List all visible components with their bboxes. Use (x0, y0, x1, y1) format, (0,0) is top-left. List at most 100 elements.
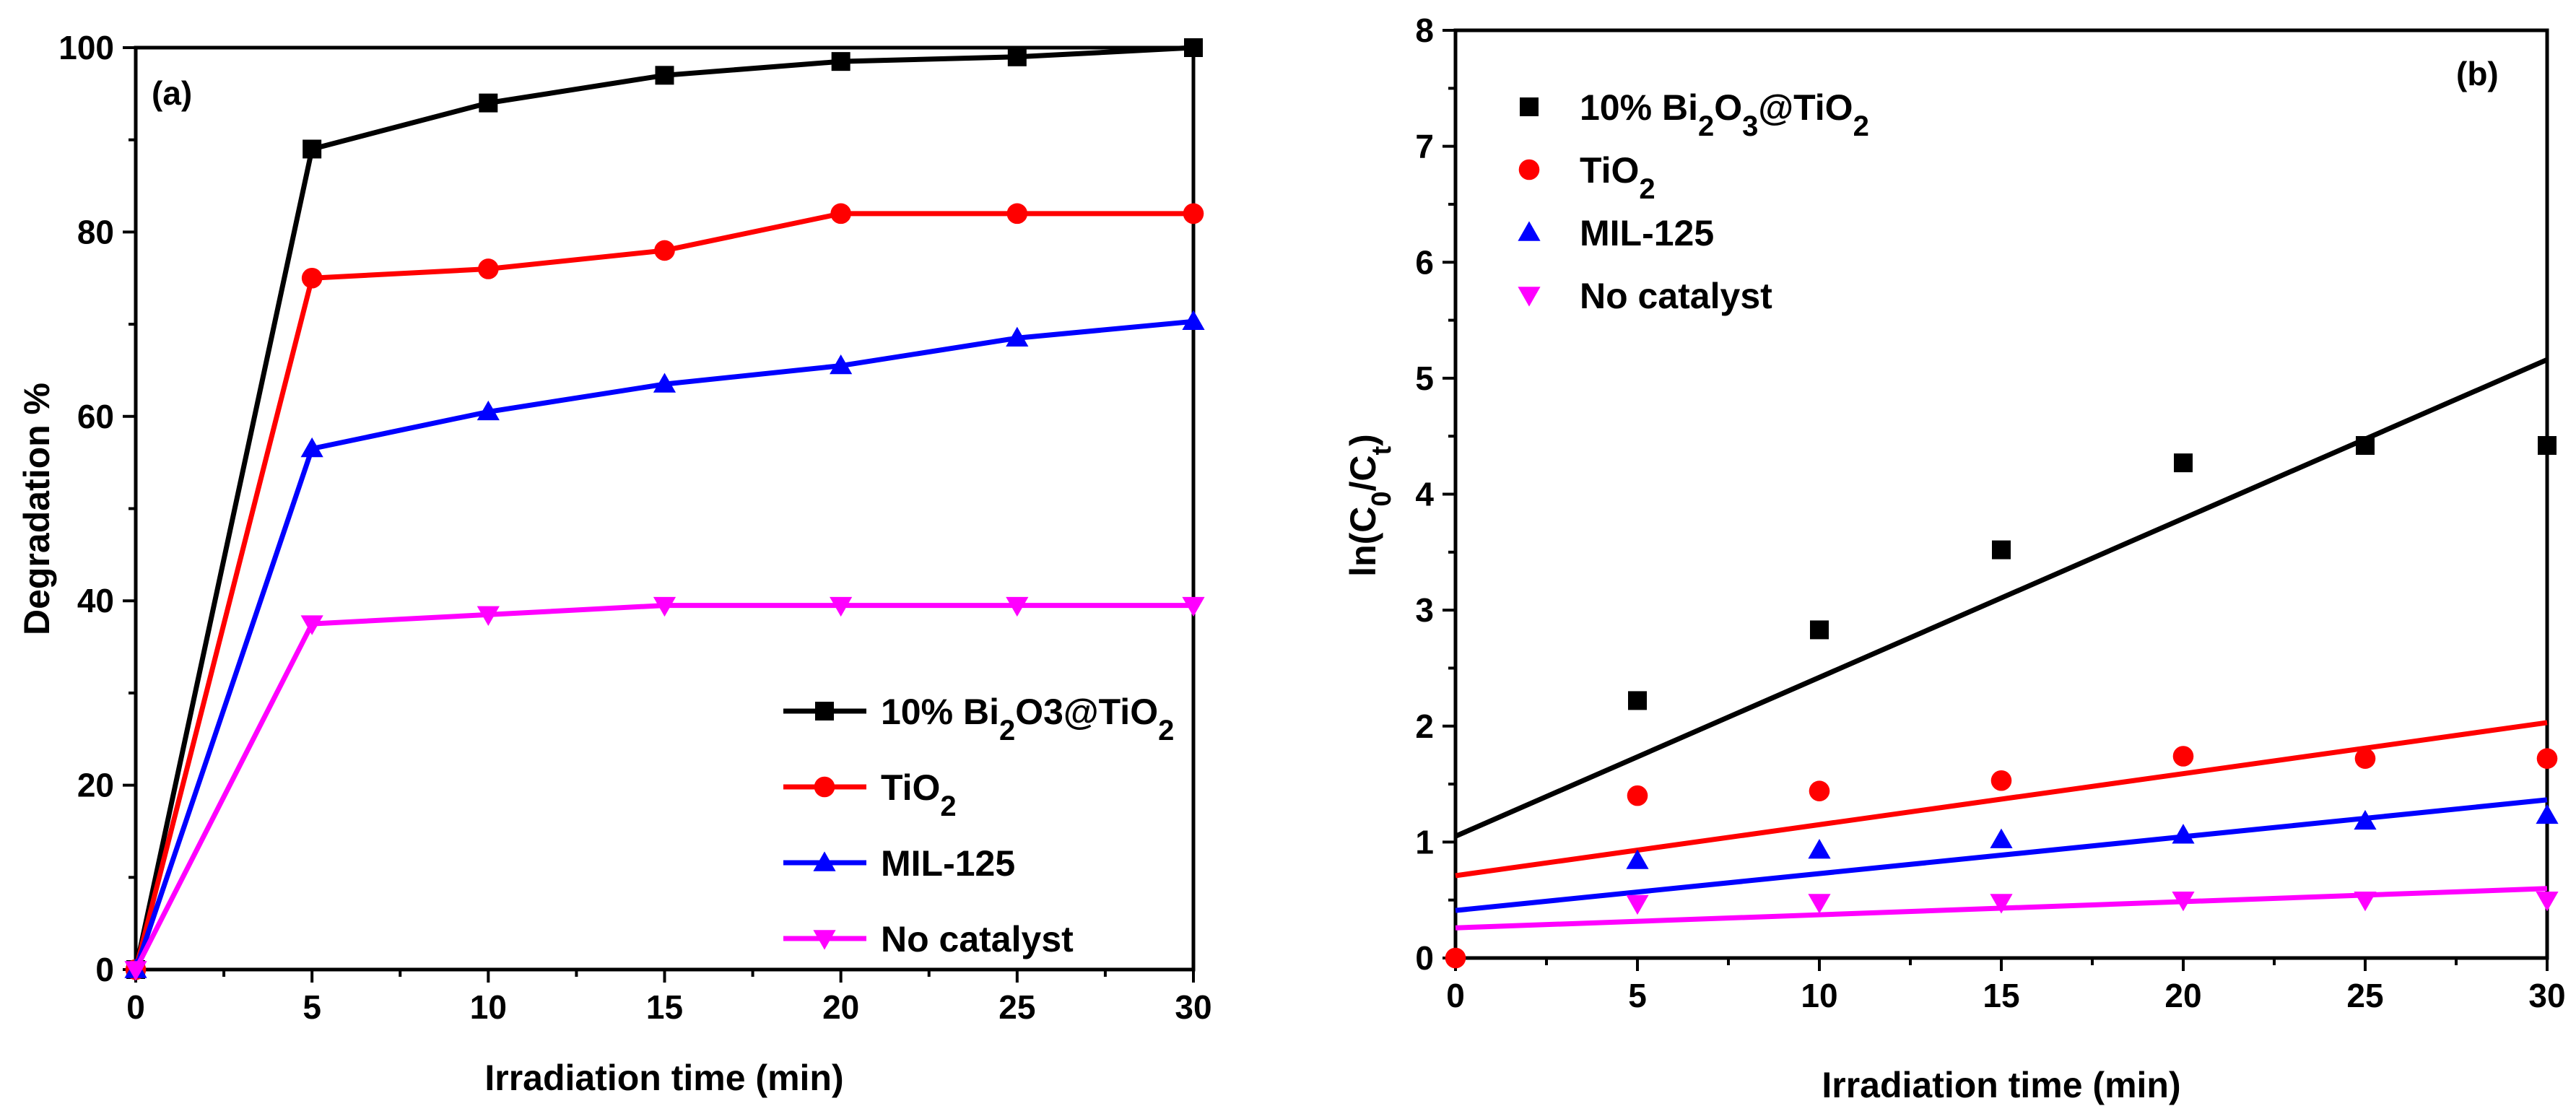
data-point (654, 240, 675, 261)
legend-subscript: 3 (1742, 110, 1758, 142)
data-point (1006, 596, 1029, 617)
series-line (133, 318, 1194, 971)
y-label-sub: t (1367, 445, 1397, 455)
legend-text-part: No catalyst (881, 919, 1074, 959)
y-label-part: ln(C (1343, 507, 1383, 577)
data-point (477, 606, 500, 626)
data-point (477, 400, 500, 421)
legend-label: MIL-125 (881, 843, 1015, 884)
data-point (478, 258, 499, 279)
panel-a-y-tick-label: 0 (95, 951, 114, 988)
data-point (830, 596, 853, 617)
data-point (1627, 785, 1648, 806)
data-point (653, 596, 676, 617)
panel-b-y-tick-label: 8 (1415, 12, 1434, 49)
panel-a-x-tick-label: 30 (1175, 988, 1211, 1026)
data-point (303, 139, 322, 159)
legend-text-part: No catalyst (1580, 276, 1772, 316)
y-label-sub: 0 (1367, 491, 1397, 506)
data-point (1184, 38, 1203, 57)
data-point (655, 66, 674, 85)
chart-panel-a: (a) Irradiation time (min) Degradation %… (17, 29, 1212, 1098)
data-point (2536, 804, 2559, 824)
legend-text-part: O3@TiO (1015, 692, 1158, 732)
legend-text-part: 10% Bi (881, 692, 999, 732)
data-point (2174, 453, 2193, 473)
series-line (133, 211, 1193, 970)
legend-label: No catalyst (881, 919, 1074, 959)
panel-a-x-tick-label: 25 (998, 988, 1035, 1026)
panel-b-label: (b) (2456, 55, 2499, 92)
panel-a-x-tick-label: 20 (822, 988, 859, 1026)
data-point (830, 354, 853, 375)
data-point (1628, 691, 1647, 710)
panel-b-y-tick-label: 0 (1415, 939, 1434, 977)
data-point (124, 961, 147, 981)
panel-b-y-tick-label: 7 (1415, 128, 1434, 165)
data-point (1808, 894, 1831, 914)
panel-a-x-axis-label: Irradiation time (min) (484, 1058, 843, 1098)
legend-marker (813, 930, 836, 950)
data-point (2356, 436, 2375, 456)
legend-label: MIL-125 (1580, 213, 1714, 253)
data-point (831, 52, 850, 71)
data-point (653, 373, 676, 393)
data-point (2354, 809, 2377, 830)
data-point (1182, 310, 1205, 330)
legend-label: 10% Bi2O3@TiO2 (881, 692, 1174, 746)
panel-b-y-tick-label: 6 (1415, 243, 1434, 281)
panel-b-x-tick-label: 0 (1446, 977, 1465, 1014)
panel-a-y-tick-label: 80 (77, 213, 114, 251)
data-point (1182, 596, 1205, 617)
legend-marker (813, 851, 836, 871)
data-point (2536, 891, 2559, 912)
panel-a-y-tick-label: 60 (77, 398, 114, 435)
legend-marker (814, 776, 835, 798)
legend-text-part: @TiO (1758, 87, 1853, 128)
panel-b-x-tick-label: 20 (2164, 977, 2201, 1014)
data-point (1626, 849, 1649, 869)
panel-a-x-tick-label: 10 (470, 988, 507, 1026)
legend-subscript: 2 (1698, 110, 1714, 142)
legend-label: TiO2 (881, 767, 957, 822)
panel-a-x-tick-label: 0 (126, 988, 145, 1026)
data-point (1810, 620, 1829, 640)
legend-marker (1520, 97, 1539, 116)
y-label-part: /C (1343, 455, 1383, 491)
data-point (300, 437, 323, 458)
panel-b-x-tick-label: 25 (2346, 977, 2383, 1014)
data-point (1809, 780, 1830, 801)
data-point (1445, 947, 1466, 969)
legend-marker (815, 702, 834, 720)
data-point (1990, 894, 2013, 914)
panel-b-y-tick-label: 4 (1415, 476, 1434, 513)
panel-b-x-axis-label: Irradiation time (min) (1822, 1065, 2180, 1105)
legend-subscript: 2 (1853, 110, 1869, 142)
panel-a-y-tick-label: 20 (77, 767, 114, 804)
series-line (133, 603, 1193, 971)
y-label-part: ) (1343, 434, 1383, 446)
panel-b-y-tick-label: 1 (1415, 823, 1434, 861)
panel-b-y-tick-label: 5 (1415, 360, 1434, 397)
legend-text-part: 10% Bi (1580, 87, 1698, 128)
data-point (830, 203, 851, 225)
data-point (300, 615, 323, 635)
panel-b-x-tick-label: 5 (1628, 977, 1647, 1014)
data-point (2172, 824, 2195, 844)
data-point (1183, 203, 1204, 225)
legend-text-part: TiO (1580, 150, 1639, 191)
legend-text-part: O (1714, 87, 1742, 128)
legend-label: TiO2 (1580, 150, 1655, 205)
legend-subscript: 2 (1639, 173, 1655, 205)
legend-text-part: MIL-125 (881, 843, 1015, 884)
panel-a-label: (a) (152, 74, 192, 112)
data-point (301, 267, 323, 289)
legend-label: No catalyst (1580, 276, 1772, 316)
panel-a-y-tick-label: 100 (58, 29, 114, 66)
data-point (2172, 891, 2195, 912)
data-point (1626, 894, 1649, 915)
panel-b-y-tick-label: 3 (1415, 591, 1434, 629)
